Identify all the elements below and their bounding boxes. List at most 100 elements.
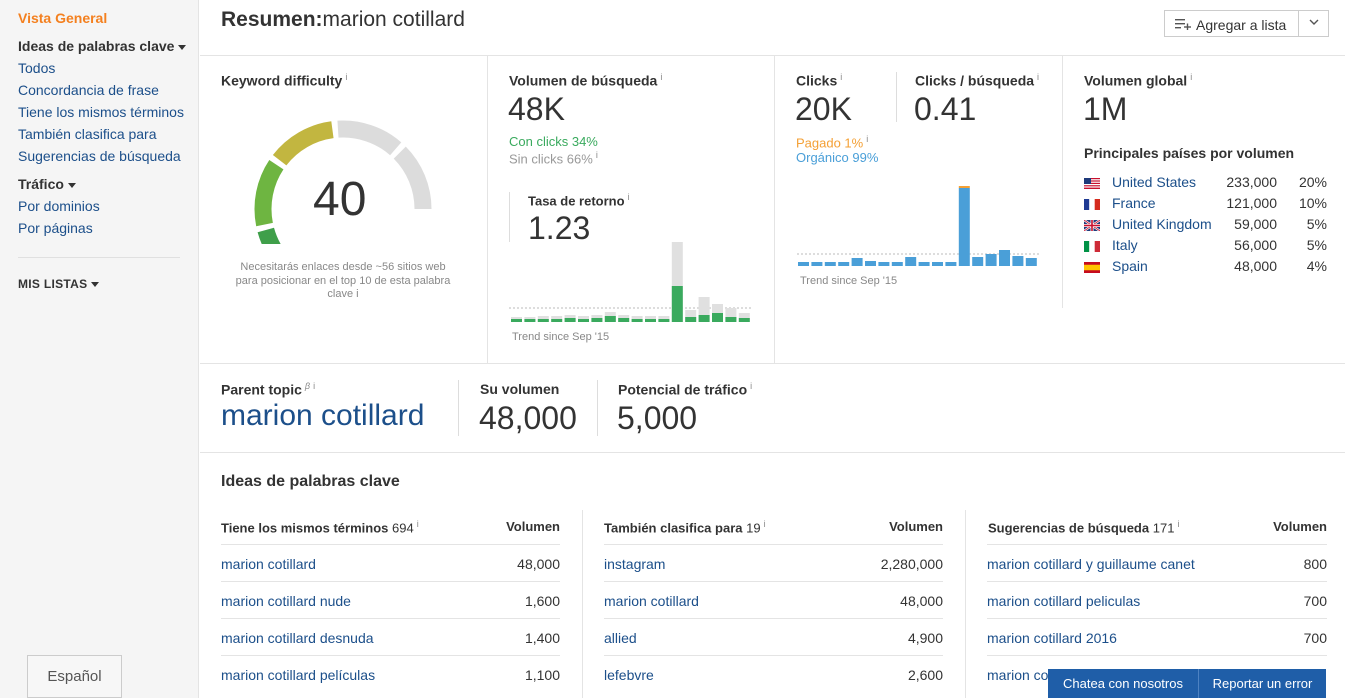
- clicks-bar[interactable]: [905, 257, 917, 266]
- keyword-link[interactable]: allied: [604, 630, 637, 646]
- country-name[interactable]: Spain: [1112, 258, 1148, 274]
- volume-bar-clicks[interactable]: [645, 319, 656, 322]
- keyword-link[interactable]: marion co: [987, 667, 1049, 683]
- column-count: 19: [746, 520, 761, 536]
- column-title-suggestions[interactable]: Sugerencias de búsqueda 171 i: [988, 519, 1179, 535]
- clicks-bar[interactable]: [999, 250, 1010, 266]
- sidebar-item-concordancia[interactable]: Concordancia de frase: [18, 82, 159, 98]
- sidebar-item-mismos-terminos[interactable]: Tiene los mismos términos: [18, 104, 184, 120]
- volume-bar-clicks[interactable]: [604, 316, 616, 322]
- volume-bar-clicks[interactable]: [712, 313, 723, 322]
- clicks-bar[interactable]: [958, 188, 970, 266]
- volume-bar-total[interactable]: [725, 308, 737, 322]
- sidebar-heading-ideas[interactable]: Ideas de palabras clave: [18, 38, 187, 54]
- clicks-bar[interactable]: [945, 262, 957, 266]
- clicks-bar[interactable]: [891, 262, 903, 266]
- clicks-bar[interactable]: [851, 258, 863, 266]
- info-icon[interactable]: i: [660, 72, 663, 82]
- clicks-bar[interactable]: [865, 261, 876, 266]
- global-volume-label: Volumen global i: [1084, 72, 1192, 89]
- volume-bar-clicks[interactable]: [537, 319, 549, 322]
- clicks-bar[interactable]: [932, 262, 943, 266]
- column-title-also-ranks[interactable]: También clasifica para 19 i: [604, 519, 766, 535]
- add-to-list-button[interactable]: Agregar a lista: [1164, 10, 1329, 37]
- keyword-link[interactable]: instagram: [604, 556, 666, 572]
- volume-bar-clicks[interactable]: [524, 319, 536, 322]
- volume-bar-clicks[interactable]: [618, 318, 630, 322]
- country-name[interactable]: United Kingdom: [1112, 216, 1212, 232]
- volume-bar-clicks[interactable]: [631, 319, 643, 322]
- info-icon[interactable]: i: [416, 519, 419, 529]
- volume-bar-clicks[interactable]: [564, 318, 576, 322]
- clicks-bar[interactable]: [1012, 256, 1024, 266]
- sidebar-item-por-paginas[interactable]: Por páginas: [18, 220, 93, 236]
- volume-bar-clicks[interactable]: [578, 319, 589, 322]
- info-icon[interactable]: i: [866, 134, 869, 144]
- chevron-down-icon[interactable]: [1308, 16, 1320, 28]
- keyword-link[interactable]: marion cotillard desnuda: [221, 630, 374, 646]
- info-icon[interactable]: i: [627, 192, 630, 202]
- clicks-bar[interactable]: [1025, 258, 1037, 266]
- sidebar-item-todos[interactable]: Todos: [18, 60, 56, 76]
- clicks-bar[interactable]: [824, 262, 836, 266]
- info-icon[interactable]: i: [313, 381, 316, 391]
- info-icon[interactable]: i: [750, 381, 753, 391]
- info-icon[interactable]: i: [1177, 519, 1180, 529]
- keyword-link[interactable]: marion cotillard nude: [221, 593, 351, 609]
- volume-bar-clicks[interactable]: [738, 318, 750, 322]
- language-button[interactable]: Español: [27, 655, 122, 698]
- keyword-link[interactable]: marion cotillard 2016: [987, 630, 1117, 646]
- info-icon[interactable]: i: [1037, 72, 1040, 82]
- country-name[interactable]: United States: [1112, 174, 1197, 190]
- volume-bar-total[interactable]: [698, 297, 710, 322]
- volume-bar-clicks[interactable]: [551, 319, 563, 322]
- clicks-bar[interactable]: [798, 262, 809, 266]
- info-icon[interactable]: i: [1190, 72, 1193, 82]
- volume-bar-clicks[interactable]: [698, 315, 710, 322]
- volume-bar-clicks[interactable]: [658, 319, 670, 322]
- info-icon[interactable]: i: [595, 150, 598, 160]
- info-icon[interactable]: i: [345, 72, 348, 82]
- keyword-link[interactable]: marion cotillard: [221, 556, 316, 572]
- volume-bar-clicks[interactable]: [725, 317, 737, 322]
- column-title-same-terms[interactable]: Tiene los mismos términos 694 i: [221, 519, 419, 535]
- paid-clicks-stat: Pagado 1% i: [796, 134, 868, 150]
- country-name[interactable]: France: [1112, 195, 1156, 211]
- volume-bar-clicks[interactable]: [511, 319, 522, 322]
- return-rate-value: 1.23: [528, 210, 591, 246]
- keyword-link[interactable]: marion cotillard y guillaume canet: [987, 556, 1195, 572]
- chat-button[interactable]: Chatea con nosotros: [1063, 676, 1183, 691]
- volume-bar-clicks[interactable]: [671, 286, 683, 322]
- clicks-bar-paid[interactable]: [958, 186, 970, 188]
- info-icon[interactable]: i: [763, 519, 766, 529]
- clicks-bar[interactable]: [811, 262, 823, 266]
- sidebar-divider: [18, 257, 180, 258]
- volume-bar-total[interactable]: [738, 313, 750, 322]
- clicks-bar[interactable]: [918, 262, 930, 266]
- info-icon[interactable]: i: [356, 288, 359, 300]
- report-error-button[interactable]: Reportar un error: [1212, 676, 1313, 691]
- country-name[interactable]: Italy: [1112, 237, 1138, 253]
- sidebar-item-sugerencias[interactable]: Sugerencias de búsqueda: [18, 148, 181, 164]
- sidebar-item-por-dominios[interactable]: Por dominios: [18, 198, 100, 214]
- keyword-link[interactable]: marion cotillard películas: [221, 667, 376, 683]
- keyword-link[interactable]: marion cotillard peliculas: [987, 593, 1141, 609]
- keyword-link[interactable]: lefebvre: [604, 667, 654, 683]
- sidebar-heading-trafico[interactable]: Tráfico: [18, 176, 76, 192]
- volume-bar-total[interactable]: [685, 310, 697, 322]
- parent-topic-link[interactable]: marion cotillard: [221, 399, 425, 432]
- info-icon[interactable]: i: [840, 72, 843, 82]
- sidebar-item-vista-general[interactable]: Vista General: [18, 10, 108, 26]
- volume-bar-clicks[interactable]: [685, 317, 697, 322]
- sidebar-mis-listas[interactable]: MIS LISTAS: [18, 277, 100, 291]
- clicks-bar[interactable]: [878, 262, 890, 266]
- clicks-bar[interactable]: [985, 254, 997, 266]
- sidebar-item-tambien-clasifica[interactable]: También clasifica para: [18, 126, 157, 142]
- clicks-bar[interactable]: [972, 257, 984, 266]
- clicks-bar[interactable]: [838, 262, 850, 266]
- country-row: France 121,000 10%: [1084, 195, 1329, 215]
- volume-bar-total[interactable]: [671, 242, 683, 322]
- keyword-link[interactable]: marion cotillard: [604, 593, 699, 609]
- volume-bar-clicks[interactable]: [591, 318, 603, 322]
- parent-topic-label-text: Parent topic: [221, 381, 302, 398]
